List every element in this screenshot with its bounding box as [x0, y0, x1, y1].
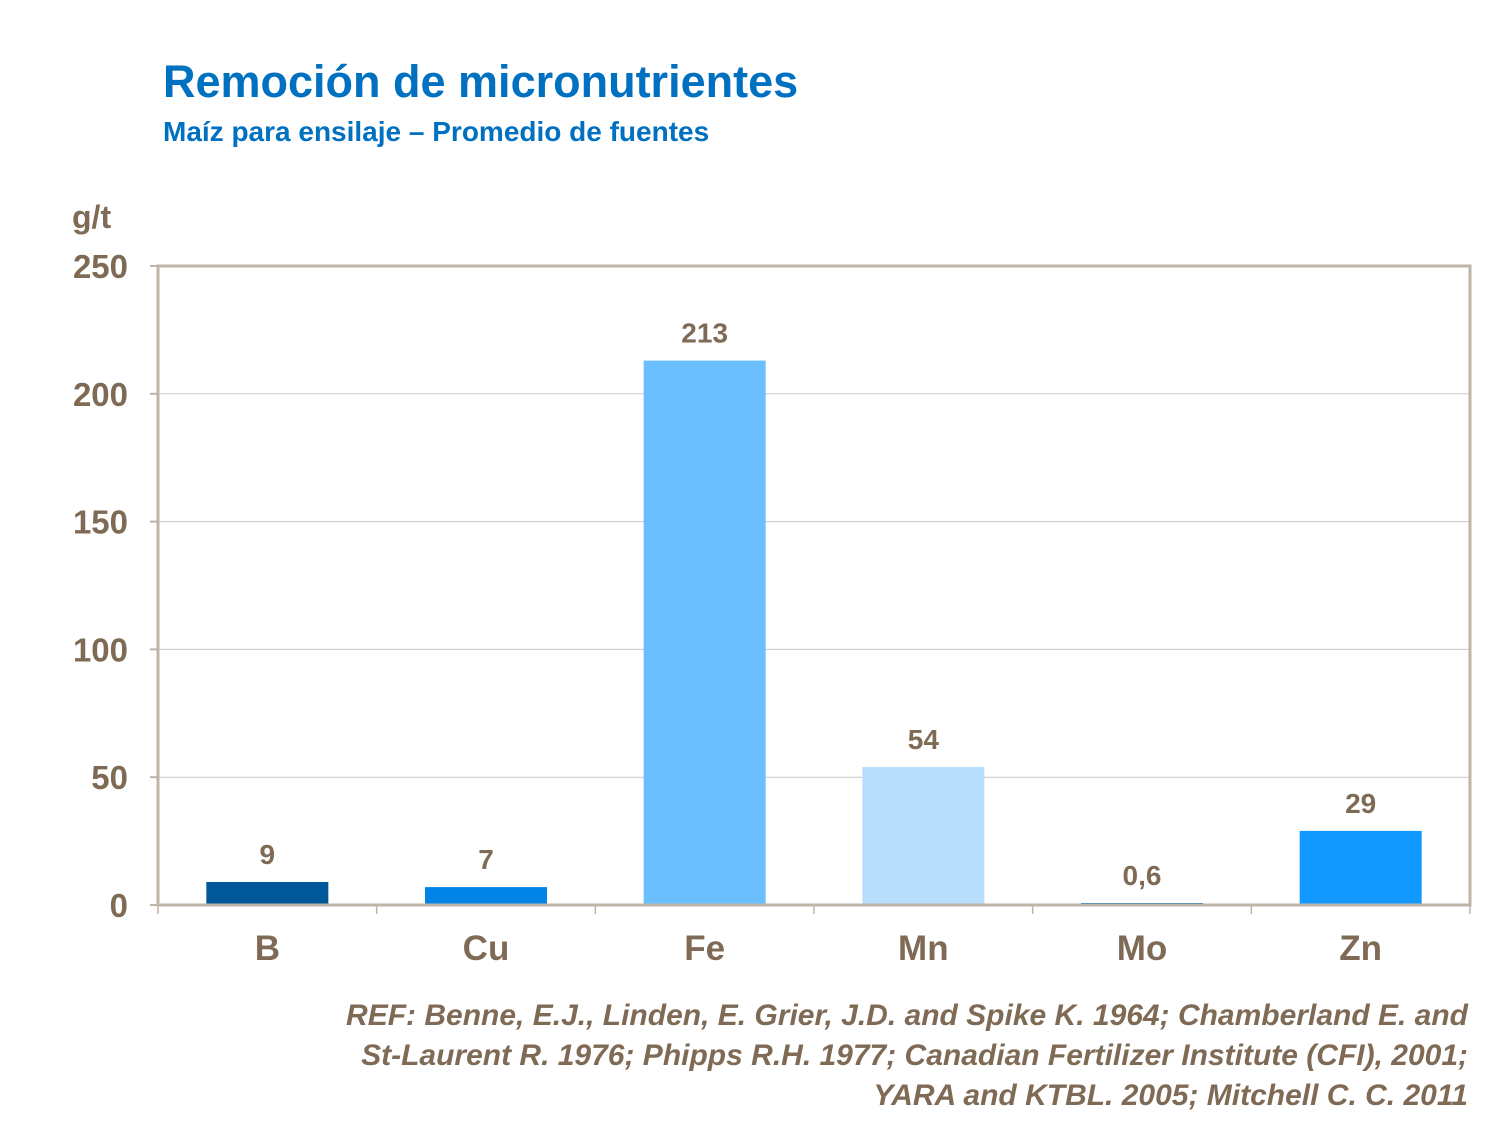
data-label: 54	[908, 724, 940, 755]
plot-border	[156, 264, 1472, 907]
y-tick-label: 150	[73, 504, 128, 541]
bar-b	[206, 881, 329, 905]
y-axis-label: g/t	[72, 199, 111, 235]
y-tick-label: 200	[73, 376, 128, 413]
y-tick-label: 250	[73, 248, 128, 285]
x-tick-label: Mo	[1117, 929, 1168, 968]
chart-subtitle: Maíz para ensilaje – Promedio de fuentes	[163, 116, 710, 147]
x-tick-label: Zn	[1339, 929, 1382, 968]
chart-title: Remoción de micronutrientes	[163, 56, 799, 107]
x-tick-label: Fe	[684, 929, 725, 968]
bar-mn	[862, 766, 985, 905]
data-label: 9	[260, 839, 276, 870]
y-tick-label: 100	[73, 631, 128, 668]
x-tick-label: Mn	[898, 929, 949, 968]
data-label: 29	[1345, 788, 1376, 819]
x-tick-label: Cu	[463, 929, 510, 968]
y-tick-label: 50	[91, 759, 128, 796]
reference-line: REF: Benne, E.J., Linden, E. Grier, J.D.…	[346, 999, 1468, 1032]
y-tick-label: 0	[110, 887, 128, 924]
data-label: 0,6	[1123, 860, 1162, 891]
reference-line: YARA and KTBL. 2005; Mitchell C. C. 2011	[873, 1079, 1468, 1112]
x-tick-label: B	[255, 929, 280, 968]
bar-cu	[425, 887, 547, 905]
data-label: 213	[681, 318, 728, 349]
reference-note: REF: Benne, E.J., Linden, E. Grier, J.D.…	[168, 996, 1468, 1116]
bar-zn	[1299, 830, 1422, 905]
bar-fe	[643, 360, 766, 905]
reference-line: St-Laurent R. 1976; Phipps R.H. 1977; Ca…	[361, 1039, 1468, 1072]
data-label: 7	[478, 844, 494, 875]
